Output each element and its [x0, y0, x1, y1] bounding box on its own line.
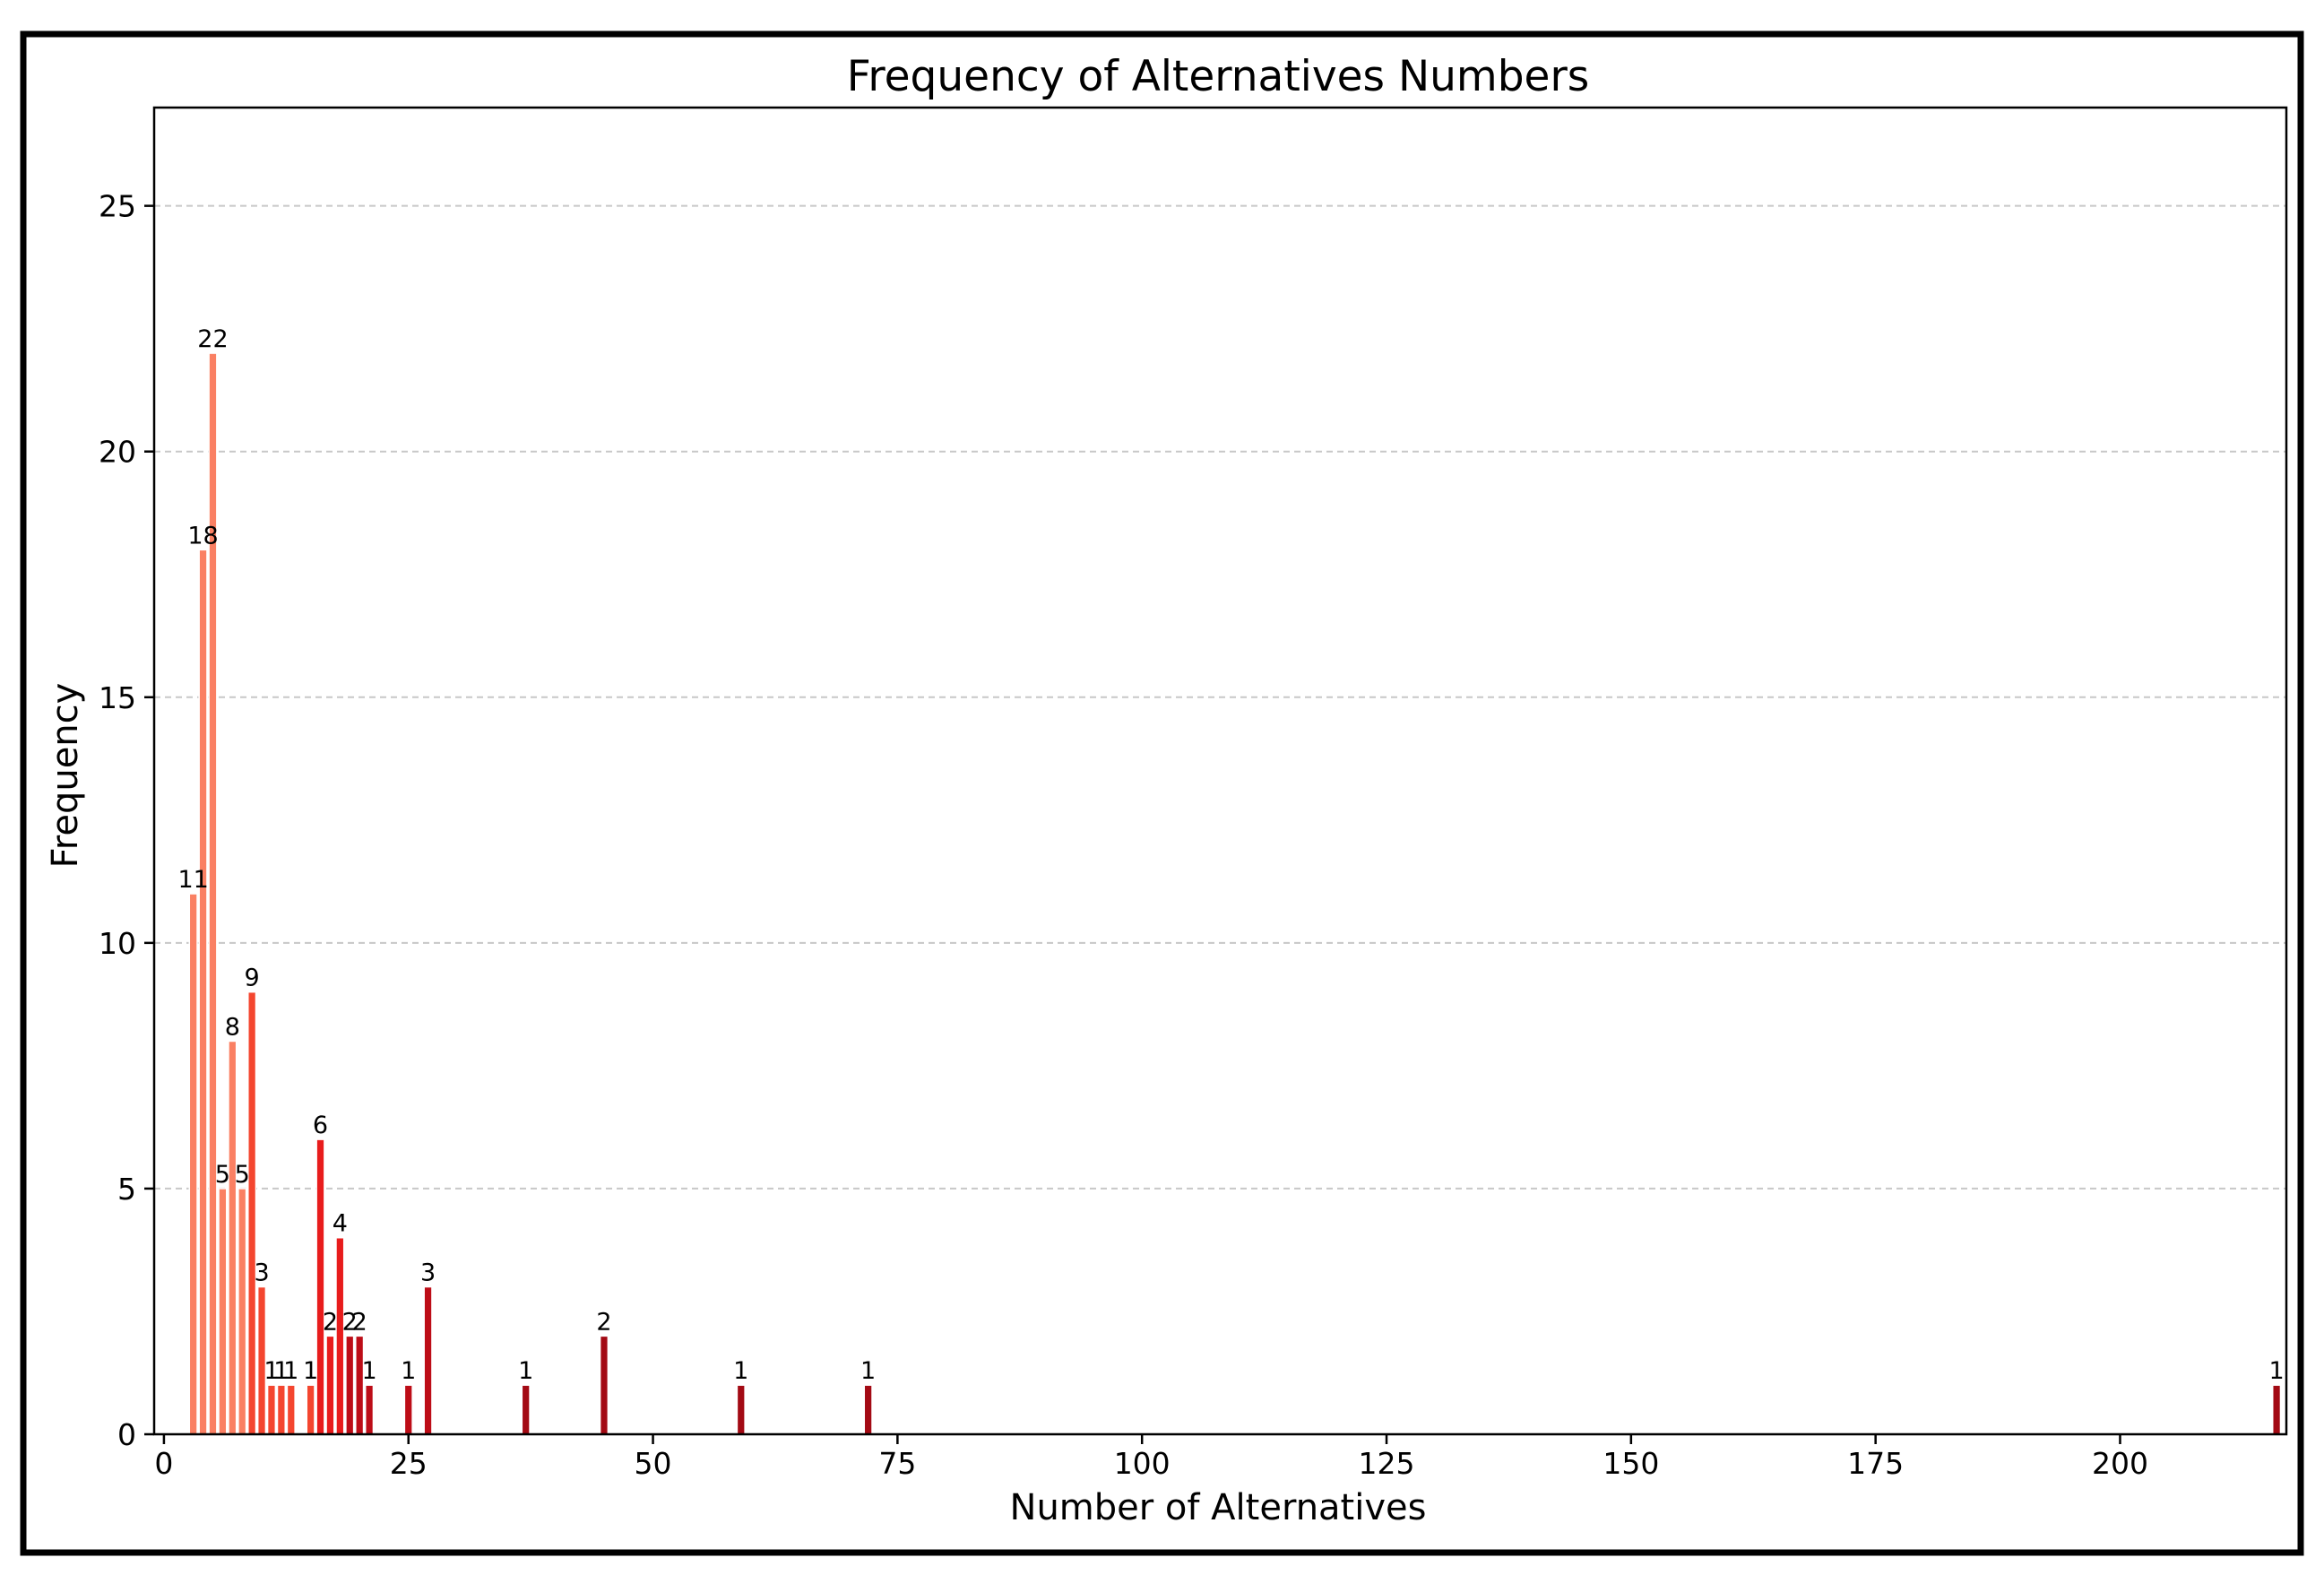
bar-value-label: 2 — [323, 1308, 338, 1336]
bar-value-label: 1 — [361, 1357, 376, 1385]
bar — [863, 1384, 873, 1435]
bar-value-label: 11 — [177, 866, 208, 894]
bar-value-label: 2 — [342, 1308, 358, 1336]
bar — [286, 1384, 296, 1435]
bar — [345, 1335, 355, 1435]
y-axis: 0 5 10 15 20 25 — [99, 189, 154, 1452]
bar — [736, 1384, 746, 1435]
bar-value-label: 1 — [2268, 1357, 2284, 1385]
figure-border — [20, 30, 2304, 1556]
y-grid — [154, 204, 2286, 1190]
x-tick-label: 175 — [1847, 1446, 1904, 1481]
y-tick-label: 10 — [99, 926, 136, 961]
bar-value-label: 1 — [401, 1357, 416, 1385]
bar-value-label: 18 — [187, 522, 218, 550]
x-tick-label: 25 — [390, 1446, 428, 1481]
x-tick-label: 75 — [878, 1446, 916, 1481]
y-tick-label: 20 — [99, 435, 136, 470]
bar — [198, 549, 208, 1435]
bar — [325, 1335, 335, 1435]
bar-value-label: 3 — [420, 1259, 436, 1287]
bar-value-label: 6 — [313, 1112, 328, 1139]
x-tick-label: 100 — [1114, 1446, 1171, 1481]
x-tick-label: 200 — [2092, 1446, 2148, 1481]
bar — [188, 893, 198, 1435]
bar-value-label: 2 — [596, 1308, 611, 1336]
bar — [276, 1384, 286, 1435]
bar-value-label: 5 — [235, 1161, 250, 1189]
bar-value-label: 1 — [283, 1357, 298, 1385]
bar — [238, 1188, 247, 1435]
chart-title: Frequency of Alternatives Numbers — [847, 52, 1590, 101]
bar — [403, 1384, 413, 1435]
bar — [521, 1384, 531, 1435]
bar-value-label: 9 — [245, 965, 260, 992]
bar-value-label: 1 — [733, 1357, 748, 1385]
bar — [218, 1188, 228, 1435]
bar — [2271, 1384, 2282, 1435]
bar — [228, 1040, 238, 1435]
y-tick-label: 15 — [99, 680, 136, 715]
bar-value-label: 1 — [303, 1357, 318, 1385]
x-axis: 0 25 50 75 100 125 150 175 200 — [154, 1434, 2148, 1481]
bar-value-label: 2 — [352, 1308, 367, 1336]
y-tick-label: 0 — [117, 1417, 136, 1452]
x-axis-label: Number of Alternatives — [1010, 1487, 1427, 1528]
x-tick-label: 50 — [635, 1446, 672, 1481]
bar — [423, 1285, 433, 1435]
bar-value-label: 22 — [197, 325, 228, 353]
x-tick-label: 125 — [1359, 1446, 1415, 1481]
bar — [266, 1384, 277, 1435]
bar-value-label: 1 — [273, 1357, 289, 1385]
y-axis-label: Frequency — [45, 683, 86, 869]
bar-value-label: 8 — [225, 1013, 240, 1041]
bar — [247, 991, 257, 1435]
bar — [208, 352, 218, 1435]
bar-value-label: 1 — [264, 1357, 279, 1385]
plot-area-frame — [152, 106, 2288, 1436]
bar-value-label: 5 — [215, 1161, 230, 1189]
bar-value-label: 1 — [860, 1357, 876, 1385]
y-tick-label: 5 — [117, 1172, 136, 1207]
bar-value-label: 4 — [333, 1210, 348, 1238]
bar — [599, 1335, 609, 1435]
bar — [364, 1384, 375, 1435]
x-tick-label: 150 — [1603, 1446, 1659, 1481]
bar-value-label: 1 — [518, 1357, 533, 1385]
x-tick-label: 0 — [154, 1446, 173, 1481]
y-tick-label: 25 — [99, 189, 136, 224]
bar-value-label: 3 — [254, 1259, 269, 1287]
bar — [315, 1138, 325, 1435]
bar — [306, 1384, 315, 1435]
